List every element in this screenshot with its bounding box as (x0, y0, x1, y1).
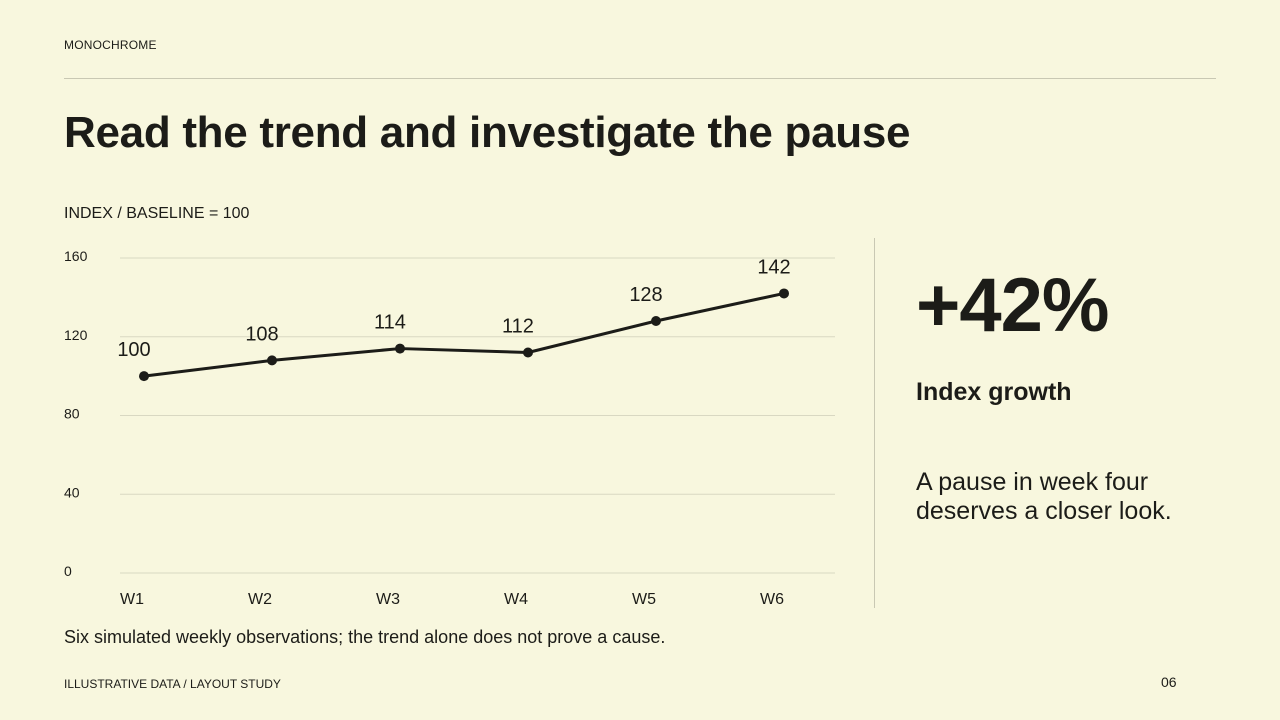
data-label: 142 (757, 256, 790, 278)
x-tick-label: W4 (504, 591, 528, 608)
slide-title: Read the trend and investigate the pause (64, 108, 911, 157)
data-point (523, 347, 533, 358)
data-label: 112 (502, 316, 534, 338)
x-tick-label: W1 (120, 591, 144, 608)
y-tick-label: 120 (64, 327, 88, 343)
page-number: 06 (1161, 674, 1177, 690)
header-divider (64, 78, 1216, 79)
kpi-label: Index growth (916, 378, 1072, 406)
footer-source: ILLUSTRATIVE DATA / LAYOUT STUDY (64, 677, 281, 691)
chart-caption: INDEX / BASELINE = 100 (64, 205, 250, 222)
y-tick-label: 40 (64, 484, 80, 500)
data-point (779, 288, 789, 299)
data-point (395, 343, 405, 354)
data-point (651, 316, 661, 326)
x-tick-label: W5 (632, 591, 656, 608)
y-tick-label: 0 (64, 563, 72, 579)
data-point (267, 355, 277, 366)
eyebrow-label: MONOCHROME (64, 38, 157, 52)
data-point (139, 371, 149, 382)
kpi-note: A pause in week four deserves a closer l… (916, 468, 1172, 525)
series-line (143, 291, 785, 378)
kpi-value: +42% (916, 263, 1109, 348)
y-tick-label: 160 (64, 248, 88, 264)
y-tick-label: 80 (64, 406, 80, 422)
x-tick-label: W6 (760, 591, 784, 608)
data-label: 114 (374, 312, 406, 334)
data-label: 100 (117, 339, 150, 361)
x-tick-label: W3 (376, 591, 400, 608)
data-label: 128 (629, 284, 662, 306)
chart-footnote: Six simulated weekly observations; the t… (64, 627, 666, 647)
panel-divider (874, 238, 875, 608)
x-tick-label: W2 (248, 591, 272, 608)
data-label: 108 (245, 323, 278, 345)
